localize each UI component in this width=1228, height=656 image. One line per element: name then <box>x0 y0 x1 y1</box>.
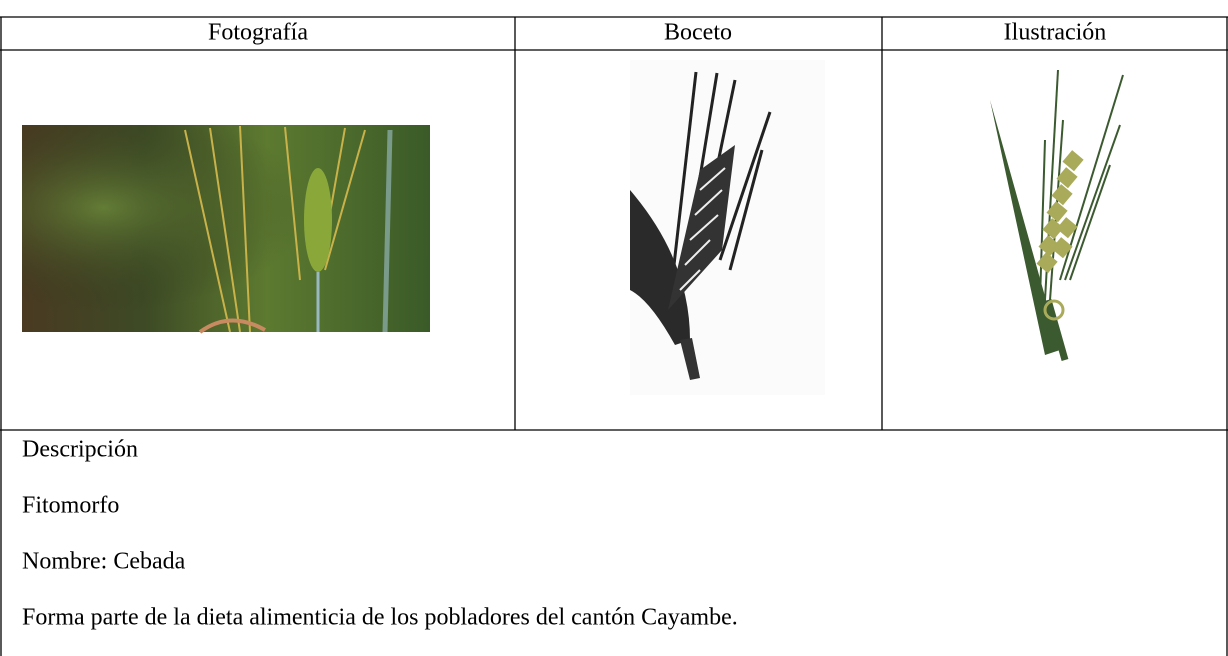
description-line: Forma parte de la dieta alimenticia de l… <box>22 605 738 631</box>
table-borders <box>0 16 1228 656</box>
header-cell: Boceto <box>664 20 732 46</box>
description-line: Fitomorfo <box>22 493 119 519</box>
header-cell: Ilustración <box>1004 20 1107 46</box>
description-line: Descripción <box>22 437 138 463</box>
photo <box>22 125 430 334</box>
description-line: Nombre: Cebada <box>22 549 186 575</box>
header-cell: Fotografía <box>208 20 308 46</box>
illustration <box>990 69 1124 361</box>
sketch <box>630 60 825 395</box>
